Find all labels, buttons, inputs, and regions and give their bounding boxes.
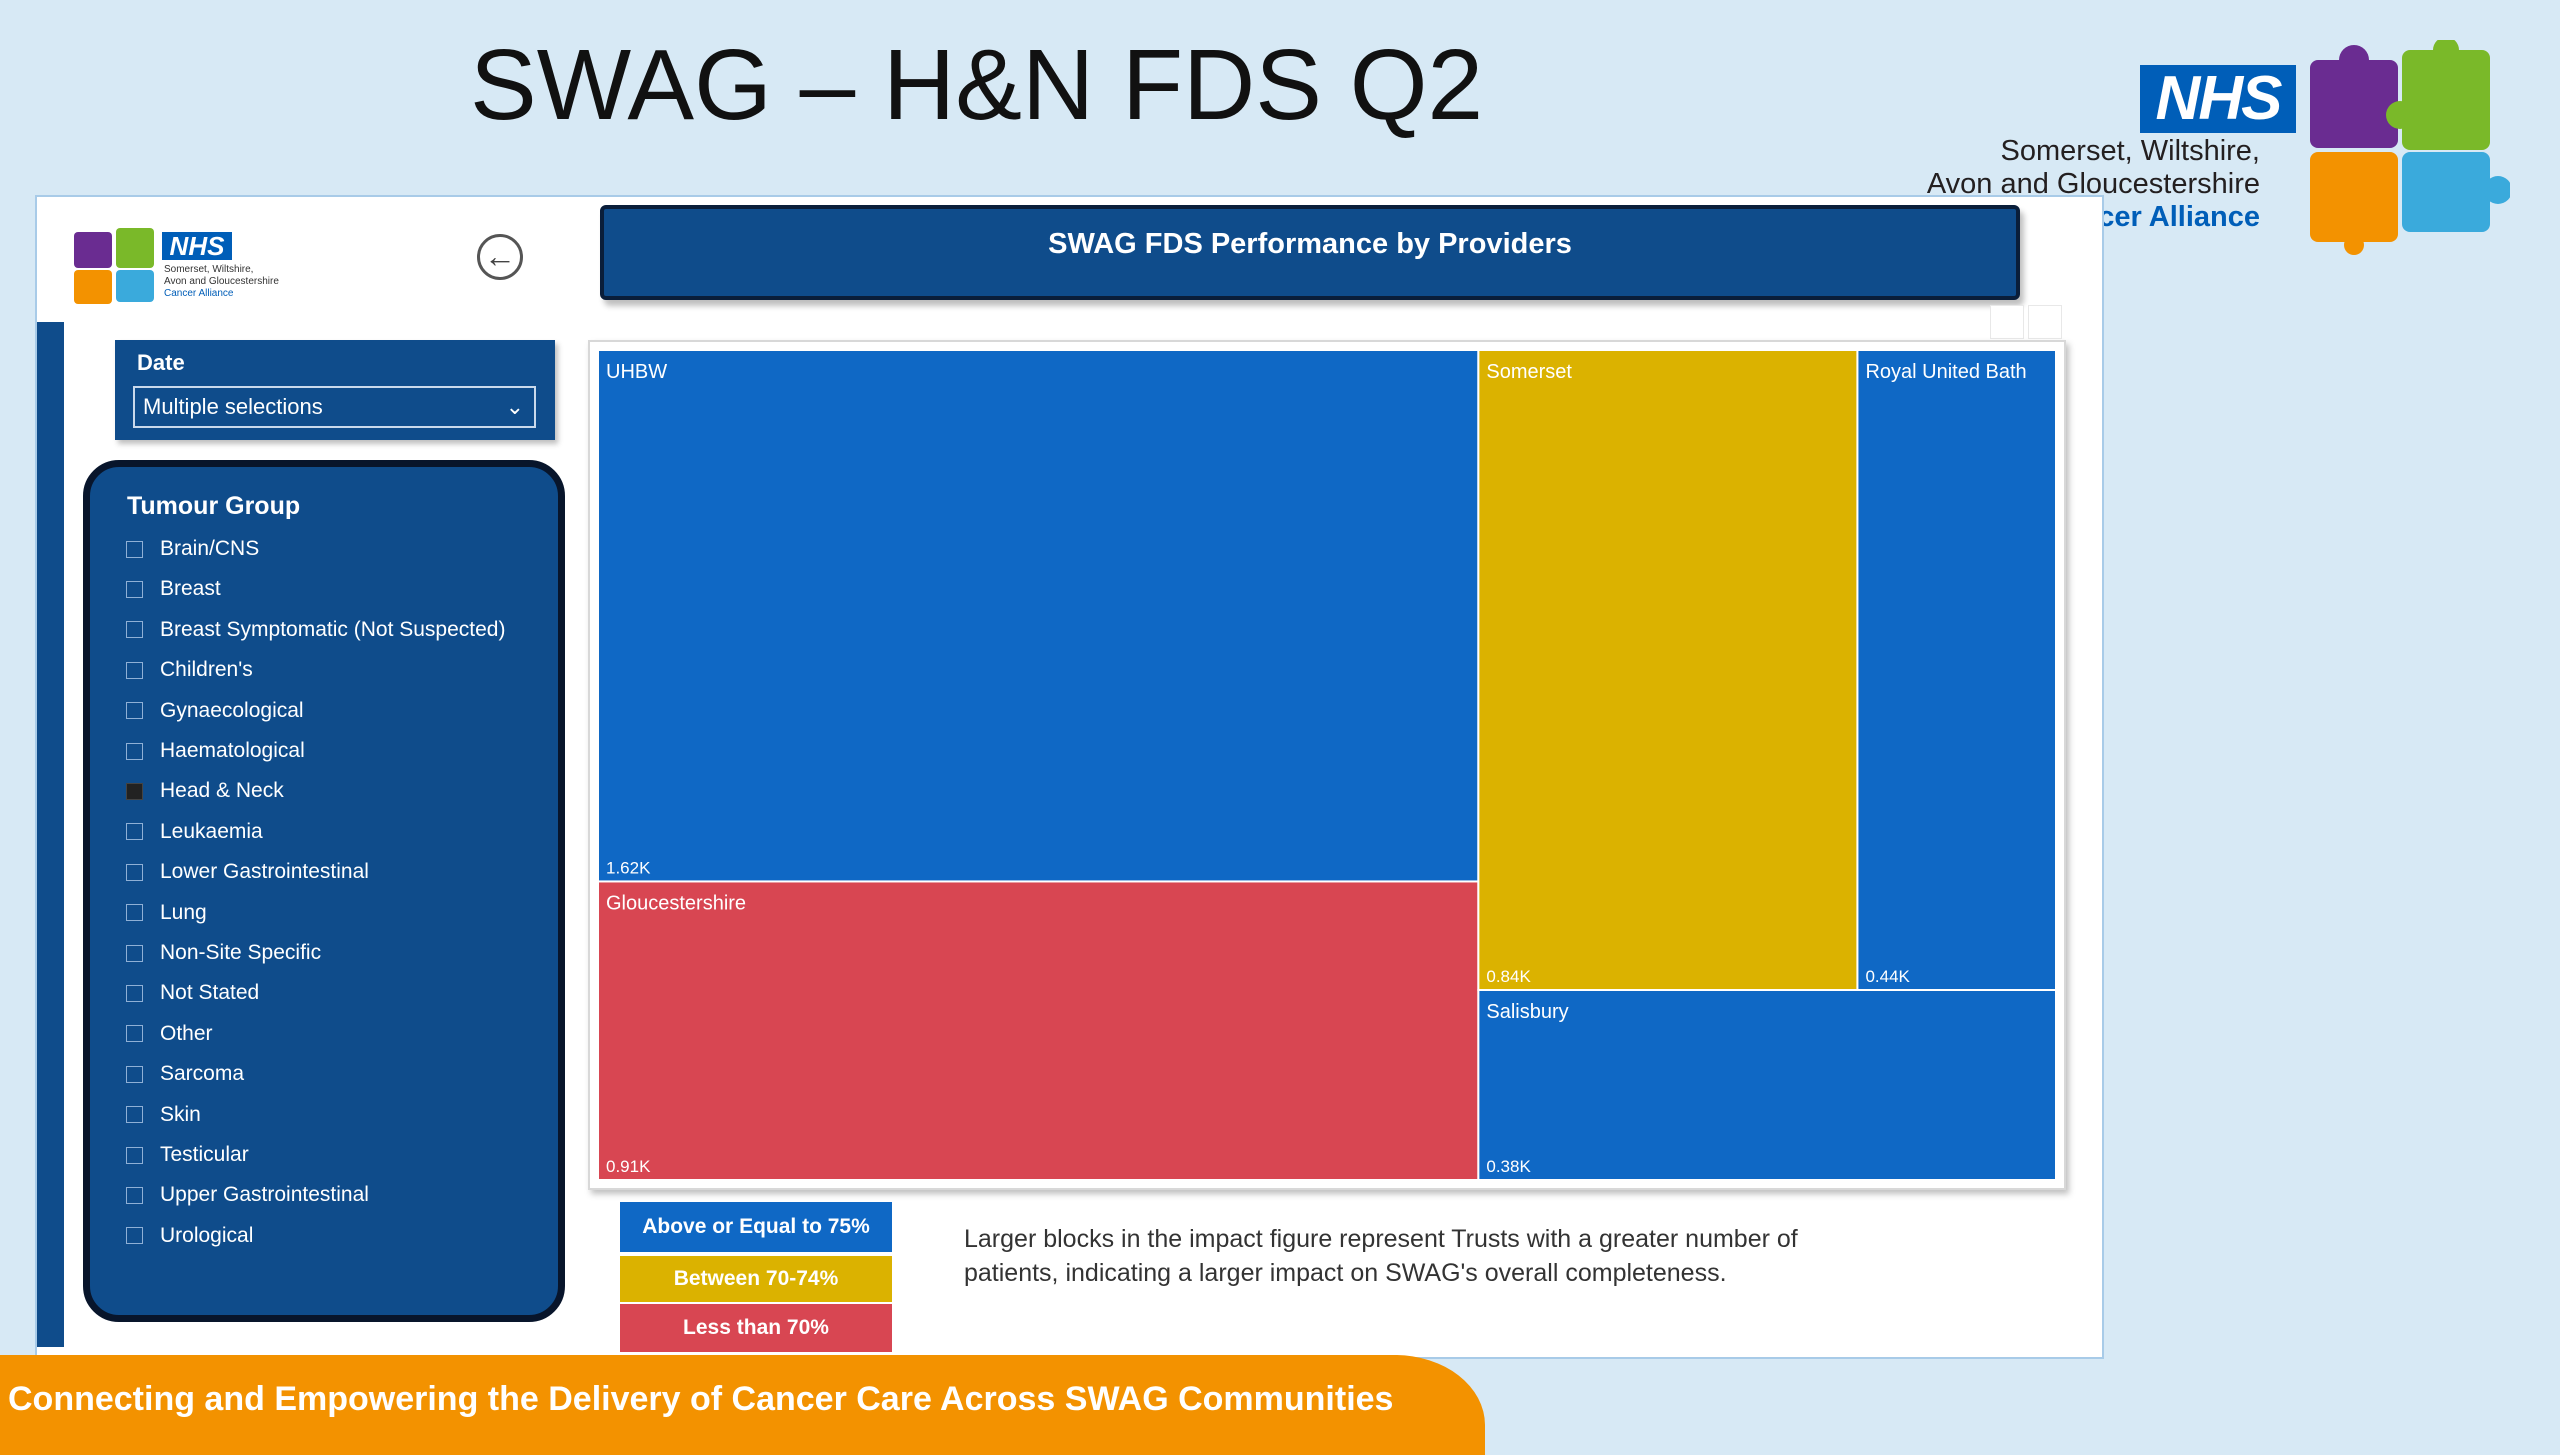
tumour-group-item[interactable]: Head & Neck [126, 774, 284, 808]
treemap-block[interactable] [598, 350, 1480, 883]
checkbox[interactable] [126, 621, 143, 639]
checkbox[interactable] [126, 984, 143, 1002]
tumour-group-item[interactable]: Testicular [126, 1138, 249, 1172]
legend-above-75: Above or Equal to 75% [620, 1202, 892, 1252]
side-stripe [37, 322, 64, 1347]
tumour-group-label: Lung [160, 900, 207, 924]
tumour-group-item[interactable]: Non-Site Specific [126, 936, 321, 970]
footer-text: Connecting and Empowering the Delivery o… [8, 1380, 1394, 1418]
tumour-group-item[interactable]: Sarcoma [126, 1057, 244, 1091]
treemap-block[interactable] [1477, 989, 2056, 1180]
tumour-group-label: Urological [160, 1223, 254, 1247]
logo-line-1: Somerset, Wiltshire, [2000, 135, 2260, 167]
treemap-note: Larger blocks in the impact figure repre… [956, 1210, 1836, 1344]
checkbox[interactable] [126, 540, 143, 558]
slide-title: SWAG – H&N FDS Q2 [470, 29, 1484, 141]
tumour-group-label: Breast [160, 577, 221, 601]
tumour-group-item[interactable]: Upper Gastrointestinal [126, 1178, 369, 1212]
tumour-group-item[interactable]: Lower Gastrointestinal [126, 855, 369, 889]
checkbox[interactable] [126, 1186, 143, 1204]
checkbox[interactable] [126, 1106, 143, 1124]
back-arrow-icon[interactable]: ← [477, 234, 523, 280]
treemap-block[interactable] [1856, 350, 2056, 991]
visual-header-tab [2028, 305, 2062, 339]
tumour-group-item[interactable]: Urological [126, 1219, 253, 1253]
checkbox[interactable] [126, 742, 143, 760]
report-title: SWAG FDS Performance by Providers [600, 205, 2020, 300]
checkbox[interactable] [126, 1065, 143, 1083]
tumour-group-label: Leukaemia [160, 819, 263, 843]
checkbox[interactable] [126, 1146, 143, 1164]
tumour-group-label: Non-Site Specific [160, 941, 322, 964]
checkbox[interactable] [126, 1227, 143, 1245]
tumour-group-item[interactable]: Leukaemia [126, 815, 263, 849]
tumour-group-item[interactable]: Brain/CNS [126, 532, 259, 566]
tumour-group-item[interactable]: Haematological [126, 734, 305, 768]
treemap-block-name: Somerset [1486, 361, 1572, 383]
tumour-group-label: Sarcoma [160, 1062, 245, 1086]
tumour-group-title: Tumour Group [127, 492, 301, 520]
provider-treemap: UHBW 1.62K Gloucestershire 0.91K Somerset 0.8… [598, 350, 2056, 1180]
tumour-group-item[interactable]: Skin [126, 1098, 201, 1132]
date-dropdown-value: Multiple selections [143, 394, 323, 419]
tumour-group-item[interactable]: Not Stated [126, 976, 259, 1010]
tumour-group-label: Upper Gastrointestinal [160, 1183, 369, 1207]
logo-line-2: Avon and Gloucestershire [1926, 168, 2260, 200]
tumour-group-item[interactable]: Gynaecological [126, 694, 304, 728]
treemap-block[interactable] [1477, 350, 1859, 991]
small-logo-line-1: Somerset, Wiltshire, [164, 264, 254, 275]
tumour-group-label: Haematological [160, 739, 305, 762]
date-slicer-label: Date [137, 350, 185, 375]
checkbox[interactable] [126, 904, 143, 922]
small-puzzle-icon [74, 228, 154, 304]
date-dropdown[interactable]: Multiple selections ⌄ [133, 386, 536, 428]
treemap-block-name: Royal United Bath [1865, 361, 2026, 383]
tumour-group-item[interactable]: Breast [126, 572, 221, 606]
treemap-block-value: 0.38K [1486, 1157, 1531, 1176]
visual-header-tab [1990, 305, 2024, 339]
tumour-group-label: Brain/CNS [160, 537, 260, 560]
tumour-group-label: Other [160, 1021, 213, 1045]
tumour-group-slicer [83, 460, 565, 1322]
checkbox[interactable] [126, 702, 143, 720]
legend-below-70: Less than 70% [620, 1304, 892, 1352]
treemap-block-name: Salisbury [1486, 1001, 1568, 1023]
tumour-group-item[interactable]: Breast Symptomatic (Not Suspected) [126, 613, 505, 647]
treemap-block-name: UHBW [606, 361, 667, 383]
small-logo-line-2: Avon and Gloucestershire [164, 276, 279, 287]
small-nhs-mark: NHS [162, 232, 232, 260]
tumour-group-label: Gynaecological [160, 698, 304, 722]
footer-banner [0, 1355, 1485, 1455]
chevron-down-icon: ⌄ [505, 394, 524, 419]
legend-70-74: Between 70-74% [620, 1256, 892, 1302]
treemap-block-value: 0.44K [1865, 967, 1910, 986]
checkbox[interactable] [126, 1025, 143, 1043]
tumour-group-label: Head & Neck [160, 779, 284, 803]
treemap-block[interactable] [598, 880, 1480, 1180]
tumour-group-label: Lower Gastrointestinal [160, 860, 369, 884]
checkbox[interactable] [126, 661, 143, 679]
tumour-group-label: Breast Symptomatic (Not Suspected) [160, 617, 506, 641]
checkbox[interactable] [126, 823, 143, 841]
treemap-block-value: 1.62K [606, 858, 651, 877]
checkbox[interactable] [126, 863, 143, 881]
tumour-group-label: Children's [160, 658, 253, 682]
report-logo: NHS Somerset, Wiltshire, Avon and Glouce… [72, 222, 332, 312]
treemap-block-name: Gloucestershire [606, 892, 746, 914]
tumour-group-label: Skin [160, 1102, 201, 1126]
checkbox[interactable] [126, 580, 143, 598]
tumour-group-item[interactable]: Children's [126, 653, 253, 687]
puzzle-icon [2310, 40, 2510, 255]
nhs-logo-mark: NHS [2140, 65, 2296, 133]
tumour-group-item[interactable]: Lung [126, 896, 207, 930]
tumour-group-item[interactable]: Other [126, 1017, 213, 1051]
checkbox[interactable] [126, 782, 143, 800]
checkbox[interactable] [126, 944, 143, 962]
small-logo-line-3: Cancer Alliance [164, 288, 234, 299]
treemap-block-value: 0.91K [606, 1157, 651, 1176]
treemap-block-value: 0.84K [1486, 967, 1531, 986]
tumour-group-label: Not Stated [160, 981, 260, 1005]
tumour-group-label: Testicular [160, 1143, 249, 1166]
